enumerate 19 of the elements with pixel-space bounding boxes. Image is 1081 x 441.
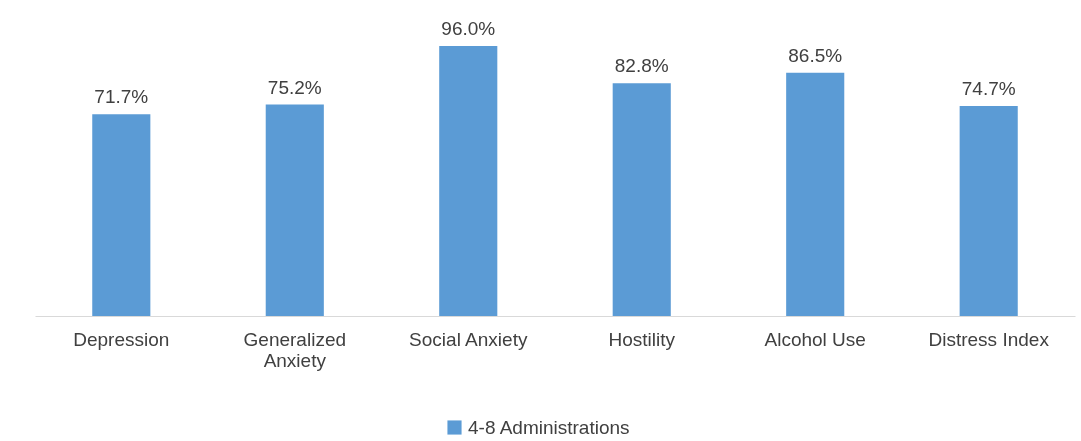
- bar: [92, 114, 151, 316]
- bar: [265, 104, 324, 316]
- data-label: 96.0%: [441, 18, 496, 39]
- x-tick-label: Generalized Anxiety: [243, 328, 347, 371]
- bar: [959, 105, 1018, 316]
- bar: [786, 72, 845, 316]
- x-tick-label: Distress Index: [928, 328, 1050, 350]
- x-tick-label: Depression: [73, 328, 170, 350]
- data-label: 74.7%: [961, 77, 1016, 99]
- bar: [612, 83, 671, 316]
- x-tick-label: Hostility: [608, 328, 676, 350]
- bar: [439, 46, 498, 316]
- data-label: 75.2%: [267, 76, 322, 98]
- data-label: 86.5%: [788, 44, 843, 66]
- data-label: 82.8%: [614, 55, 669, 77]
- x-tick-label: Alcohol Use: [764, 328, 866, 350]
- data-label: 71.7%: [94, 86, 149, 108]
- x-tick-label: Social Anxiety: [409, 328, 528, 350]
- legend-label: 4-8 Administrations: [468, 416, 630, 438]
